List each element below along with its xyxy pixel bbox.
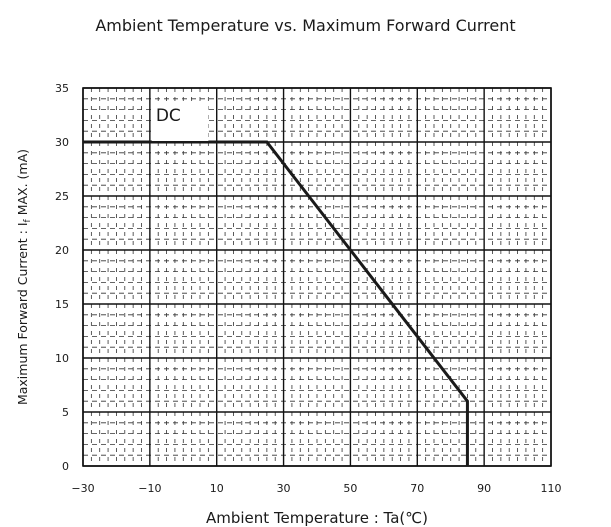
grid [82, 87, 552, 467]
x-tick-label: 110 [541, 482, 562, 495]
plot-frame [82, 87, 552, 467]
chart-title: Ambient Temperature vs. Maximum Forward … [95, 16, 516, 35]
x-tick-label: −30 [71, 482, 94, 495]
y-tick-label: 30 [55, 136, 69, 149]
axes [82, 87, 552, 467]
series-line [83, 140, 469, 466]
x-tick-label: 10 [210, 482, 224, 495]
x-tick-label: 70 [410, 482, 424, 495]
y-tick-label: 15 [55, 298, 69, 311]
y-tick-label: 10 [55, 352, 69, 365]
x-axis-label: Ambient Temperature : Ta(℃) [206, 509, 428, 527]
y-tick-label: 20 [55, 244, 69, 257]
y-axis-label: Maximum Forward Current : If MAX. (mA) [15, 149, 33, 405]
annotations: DC [151, 102, 209, 141]
x-tick-label: −10 [138, 482, 161, 495]
annotation-background [151, 102, 209, 141]
x-tick-label: 30 [277, 482, 291, 495]
y-tick-label: 35 [55, 82, 69, 95]
y-tick-label: 0 [62, 460, 69, 473]
x-tick-label: 90 [477, 482, 491, 495]
y-tick-label: 25 [55, 190, 69, 203]
tick-labels: −30 −10 10 30 50 70 90 110 0 5 10 15 20 25 30 35 [55, 82, 562, 495]
series-layer [83, 140, 469, 466]
annotation-dc: DC [156, 106, 181, 126]
x-tick-label: 50 [343, 482, 357, 495]
y-tick-label: 5 [62, 406, 69, 419]
